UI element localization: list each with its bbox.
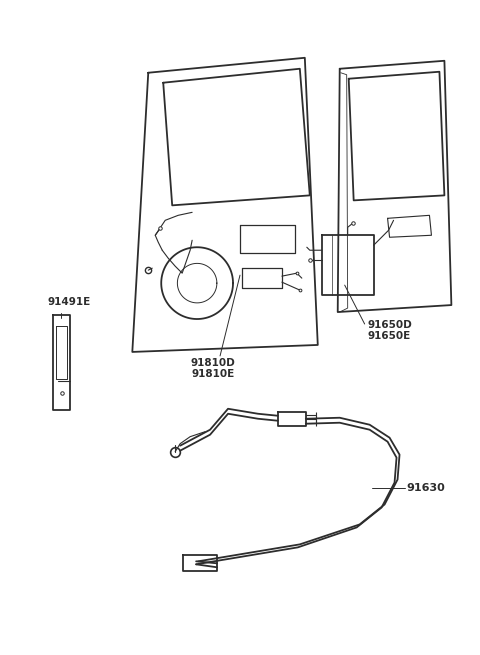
Text: 91810E: 91810E	[192, 369, 235, 379]
Text: 91650D: 91650D	[368, 320, 412, 330]
Text: 91810D: 91810D	[191, 358, 236, 368]
Text: 91650E: 91650E	[368, 331, 411, 341]
Text: 91491E: 91491E	[48, 297, 91, 307]
Text: 91630: 91630	[407, 483, 445, 493]
